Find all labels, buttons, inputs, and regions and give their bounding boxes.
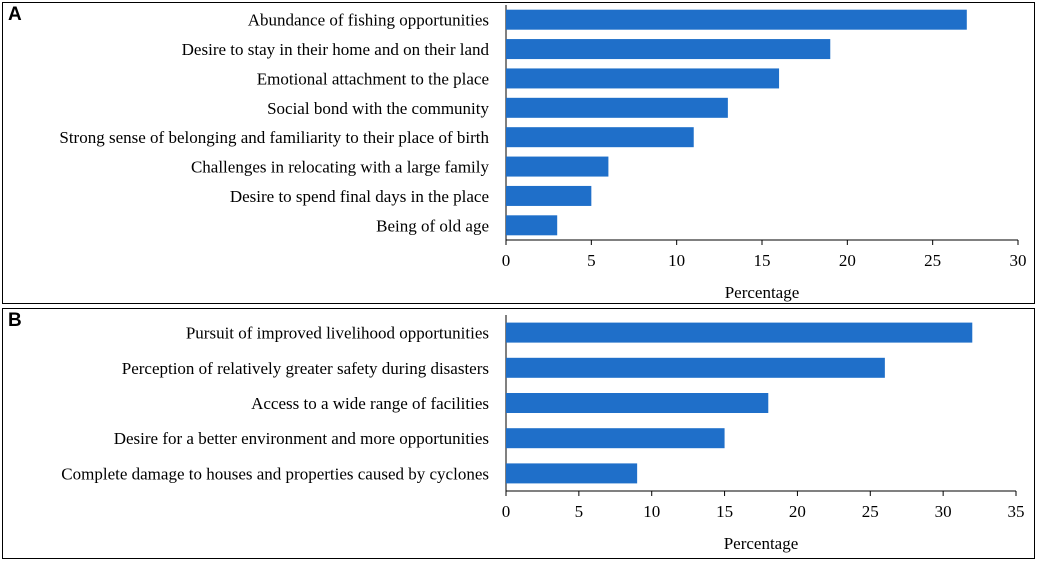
category-label: Desire to spend final days in the place — [230, 187, 489, 206]
chart-a: Abundance of fishing opportunities Desire… — [59, 5, 1027, 302]
x-tick-label: 30 — [1010, 251, 1027, 270]
x-tick-label: 15 — [716, 502, 733, 521]
category-label: Complete damage to houses and properties… — [61, 464, 489, 483]
x-tick-label: 5 — [575, 502, 584, 521]
x-tick-label: 0 — [502, 251, 511, 270]
chart-b: Pursuit of improved livelihood opportuni… — [61, 315, 1025, 553]
x-tick-label: 10 — [643, 502, 660, 521]
x-tick-label: 10 — [668, 251, 685, 270]
x-tick-label: 35 — [1008, 502, 1025, 521]
bar — [506, 463, 638, 484]
category-label: Access to a wide range of facilities — [251, 394, 489, 413]
bar — [506, 127, 694, 148]
x-tick-label: 5 — [587, 251, 596, 270]
category-label: Emotional attachment to the place — [257, 69, 489, 88]
bar — [506, 156, 609, 177]
x-tick-label: 0 — [502, 502, 511, 521]
x-axis-title: Percentage — [724, 534, 799, 553]
x-tick-label: 15 — [754, 251, 771, 270]
bar — [506, 322, 973, 343]
bar — [506, 97, 728, 118]
bar — [506, 215, 558, 236]
x-tick-label: 20 — [839, 251, 856, 270]
category-label: Pursuit of improved livelihood opportuni… — [186, 324, 489, 343]
x-tick-label: 30 — [935, 502, 952, 521]
panel-label: A — [8, 4, 22, 25]
category-label: Challenges in relocating with a large fa… — [191, 158, 490, 177]
category-label: Being of old age — [376, 216, 489, 235]
bar — [506, 39, 831, 60]
bar — [506, 68, 780, 89]
panel-a: A Abundance of fishing opportunities Desi… — [2, 2, 1035, 304]
category-label: Desire to stay in their home and on thei… — [182, 40, 490, 59]
x-axis-title: Percentage — [725, 283, 800, 302]
bar — [506, 185, 592, 206]
x-tick-label: 25 — [862, 502, 879, 521]
bar — [506, 9, 967, 30]
x-tick-label: 20 — [789, 502, 806, 521]
panel-label: B — [8, 310, 22, 331]
category-label: Social bond with the community — [267, 99, 489, 118]
x-tick-label: 25 — [924, 251, 941, 270]
bar — [506, 428, 725, 449]
panel-b: B Pursuit of improved livelihood opportu… — [2, 308, 1035, 559]
category-label: Strong sense of belonging and familiarit… — [59, 128, 489, 147]
bar — [506, 393, 769, 413]
category-label: Perception of relatively greater safety … — [122, 359, 489, 378]
bar — [506, 357, 885, 378]
category-label: Abundance of fishing opportunities — [248, 11, 489, 30]
category-label: Desire for a better environment and more… — [114, 429, 489, 448]
